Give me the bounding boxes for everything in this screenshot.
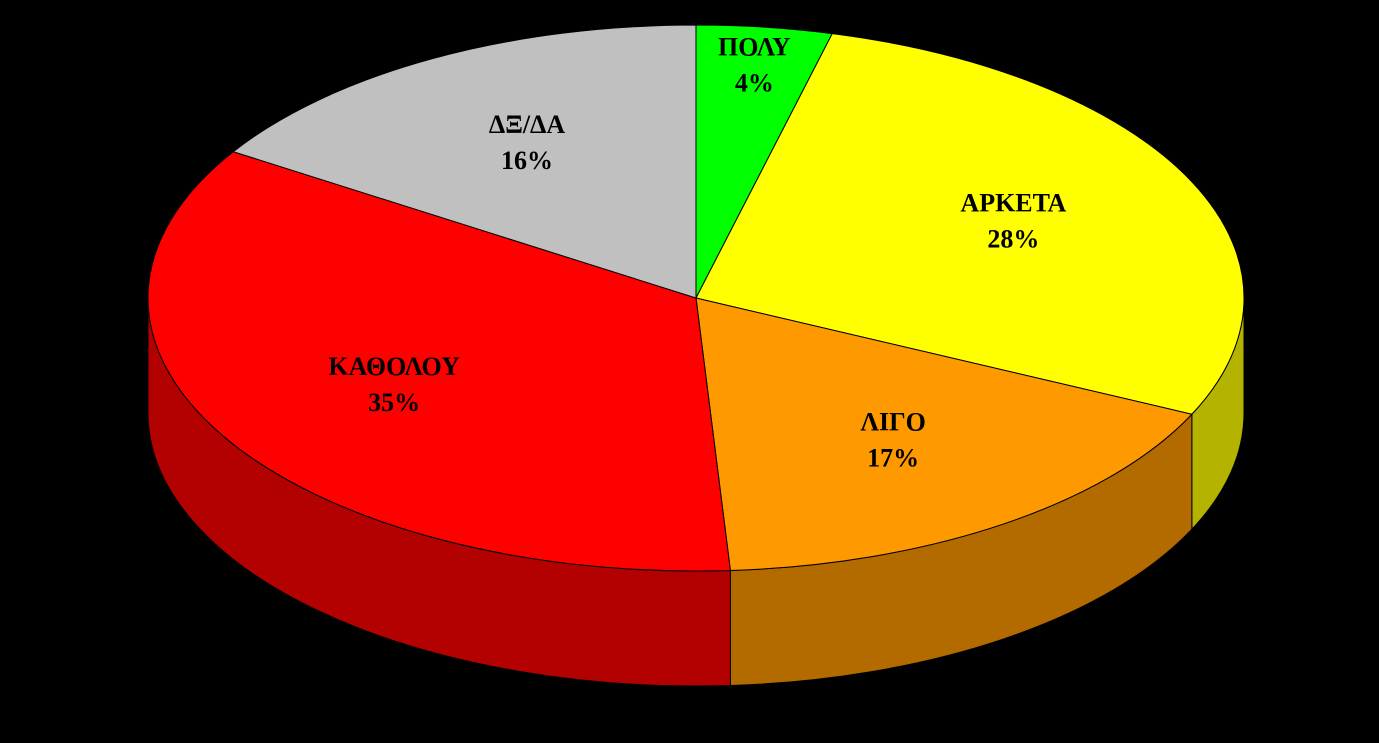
slice [232,24,697,299]
slice-label: ΚΑΘΟΛΟΥ [328,352,460,381]
value-label: 17% [867,443,919,472]
value-label: 28% [987,225,1039,254]
slice-label: ΔΞ/ΔΑ [489,110,565,139]
value-label: 16% [501,146,553,175]
slice-label: ΑΡΚΕΤΑ [960,189,1066,218]
slice-label: ΛΙΓΟ [860,407,926,436]
value-label: 35% [368,388,420,417]
value-label: 4% [735,69,774,98]
slice [695,297,1193,571]
slice [147,151,731,572]
slice-label: ΠΟΛΥ [718,33,791,62]
slice [695,33,1245,415]
